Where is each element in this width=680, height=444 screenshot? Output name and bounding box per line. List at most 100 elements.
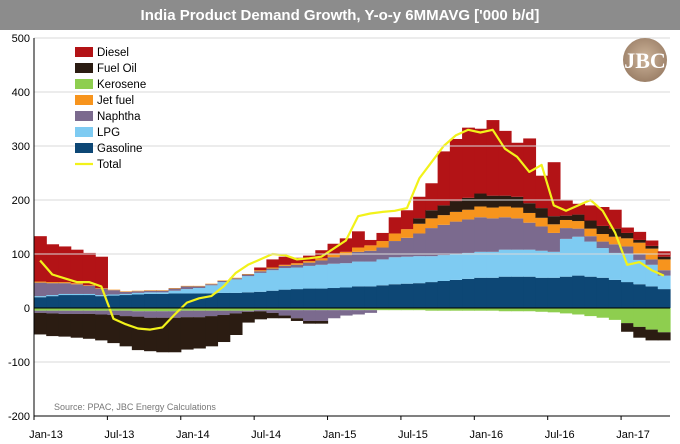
bar-naphtha <box>156 290 170 293</box>
y-tick-label: 0 <box>24 303 30 315</box>
bar-diesel <box>70 249 84 284</box>
bar-diesel <box>34 236 47 282</box>
x-tick-label: Jul-13 <box>104 429 134 441</box>
bar-jet-fuel <box>254 270 267 272</box>
bar-lpg <box>486 251 500 278</box>
legend-swatch-lpg <box>75 127 93 137</box>
bar-gasoline <box>621 282 634 308</box>
bar-lpg <box>266 270 280 291</box>
bar-naphtha <box>523 222 537 250</box>
bar-naphtha-negative <box>352 310 365 315</box>
bar-naphtha <box>278 265 292 269</box>
bar-naphtha-negative <box>266 310 280 313</box>
bar-lpg <box>511 249 524 277</box>
bar-naphtha <box>205 284 219 286</box>
bar-kerosene-negative <box>315 308 329 311</box>
bar-lpg <box>388 257 402 285</box>
bar-jet-fuel <box>547 224 561 233</box>
bar-naphtha <box>193 286 206 289</box>
bar-jet-fuel <box>498 206 512 218</box>
bar-kerosene-negative <box>58 308 72 311</box>
x-tick-label: Jan-15 <box>323 429 357 441</box>
bar-diesel <box>413 196 426 219</box>
bar-lpg <box>95 295 108 297</box>
bar-jet-fuel <box>119 291 133 292</box>
bar-fuel-oil-negative <box>217 315 231 343</box>
bar-fuel-oil-negative <box>119 316 133 347</box>
bar-jet-fuel <box>205 283 219 285</box>
bar-jet-fuel <box>34 281 47 283</box>
bar-naphtha <box>34 282 47 297</box>
bar-naphtha-negative <box>58 310 72 314</box>
bar-gasoline <box>413 283 426 308</box>
bar-gasoline <box>657 289 671 308</box>
bar-kerosene-negative <box>278 308 292 311</box>
bar-naphtha <box>254 271 267 273</box>
bar-jet-fuel <box>633 242 647 254</box>
bar-jet-fuel <box>339 251 353 256</box>
bar-naphtha-negative <box>144 311 157 318</box>
bar-diesel <box>462 127 475 198</box>
bar-jet-fuel <box>217 280 231 281</box>
bar-lpg <box>413 256 426 284</box>
bar-naphtha <box>559 228 573 239</box>
bar-fuel-oil-negative <box>131 316 145 351</box>
bar-fuel-oil <box>657 256 671 260</box>
bar-jet-fuel <box>290 263 304 265</box>
bar-naphtha <box>498 217 512 250</box>
bar-kerosene-negative <box>156 308 170 312</box>
bar-lpg <box>400 256 414 284</box>
bar-diesel <box>584 205 598 221</box>
bar-fuel-oil <box>547 216 561 225</box>
bar-kerosene-negative <box>241 308 255 311</box>
legend-label-jet-fuel: Jet fuel <box>97 95 134 107</box>
legend-swatch-fuel-oil <box>75 63 93 73</box>
bar-fuel-oil-negative <box>315 320 329 324</box>
bar-naphtha <box>645 259 659 265</box>
bar-jet-fuel <box>156 290 170 291</box>
bar-lpg <box>608 252 622 280</box>
bar-naphtha-negative <box>364 310 378 313</box>
bar-jet-fuel <box>229 277 243 279</box>
bar-kerosene-negative <box>254 308 267 311</box>
y-tick-label: 300 <box>12 141 30 153</box>
legend-label-kerosene: Kerosene <box>97 79 146 91</box>
bar-naphtha <box>352 251 365 262</box>
bar-diesel <box>437 151 451 206</box>
bar-gasoline <box>303 288 316 308</box>
bar-kerosene-negative <box>474 308 488 311</box>
bar-gasoline <box>241 292 255 308</box>
bar-jet-fuel <box>437 215 451 225</box>
bar-kerosene-negative <box>290 308 304 311</box>
bar-lpg <box>449 254 463 280</box>
bar-lpg <box>474 251 488 278</box>
bar-gasoline <box>400 283 414 308</box>
bar-naphtha <box>229 278 243 280</box>
bar-naphtha <box>572 228 585 237</box>
x-tick-label: Jan-17 <box>616 429 650 441</box>
bar-gasoline <box>633 284 647 308</box>
bar-gasoline <box>217 292 231 308</box>
bar-naphtha-negative <box>34 310 47 313</box>
bar-jet-fuel <box>278 264 292 266</box>
bar-naphtha-negative <box>46 310 60 314</box>
bar-kerosene-negative <box>180 308 194 311</box>
bar-lpg <box>376 259 390 286</box>
bar-fuel-oil-negative <box>95 314 108 341</box>
bar-lpg <box>584 241 598 277</box>
bar-kerosene-negative <box>413 308 426 311</box>
bar-fuel-oil <box>486 195 500 208</box>
bar-gasoline <box>523 276 537 308</box>
bar-gasoline <box>315 288 329 308</box>
bar-fuel-oil-negative <box>657 332 671 341</box>
bar-naphtha <box>535 226 549 251</box>
bar-kerosene-negative <box>339 308 353 311</box>
bar-jet-fuel <box>400 229 414 238</box>
bar-diesel <box>596 207 610 226</box>
y-tick-label: 500 <box>12 33 30 45</box>
bar-jet-fuel <box>364 245 378 251</box>
bar-gasoline <box>95 296 108 308</box>
bar-diesel <box>547 162 561 217</box>
bar-lpg <box>523 249 537 277</box>
bar-lpg <box>193 288 206 294</box>
